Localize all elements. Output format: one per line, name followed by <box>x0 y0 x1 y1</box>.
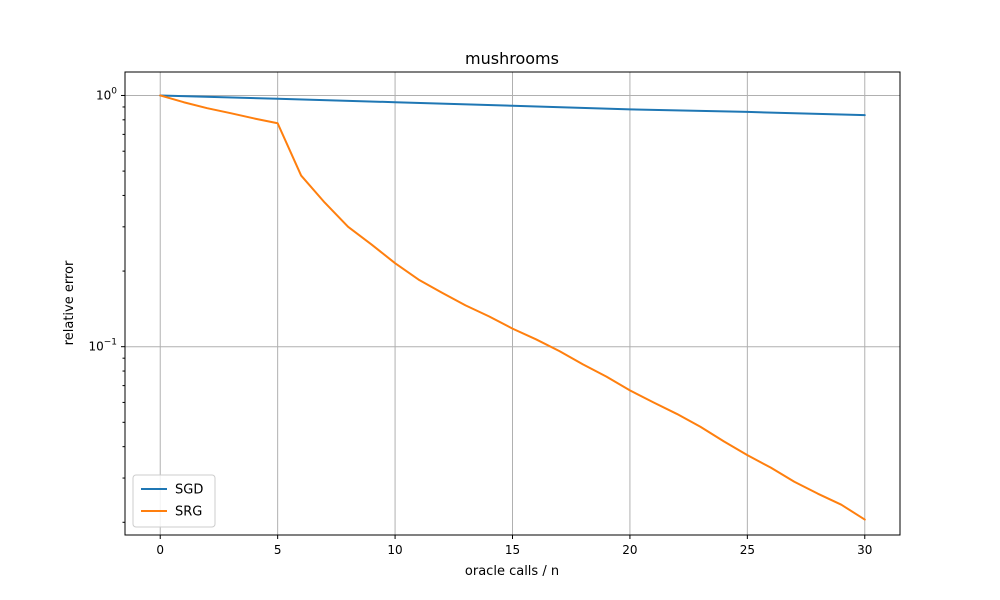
series-line-sgd <box>159 94 866 117</box>
x-tick-label: 25 <box>740 543 755 557</box>
x-tick-label: 20 <box>622 543 637 557</box>
x-tick-label: 30 <box>857 543 872 557</box>
chart-title: mushrooms <box>465 49 559 68</box>
grid <box>125 72 900 535</box>
y-tick-label: 100 <box>96 86 117 102</box>
x-tick-label: 10 <box>387 543 402 557</box>
x-tick-label: 0 <box>156 543 164 557</box>
y-tick-label: 10−1 <box>88 338 117 354</box>
y-axis-label: relative error <box>62 260 77 345</box>
x-axis-label: oracle calls / n <box>465 564 559 579</box>
legend-label-sgd: SGD <box>175 483 203 498</box>
legend: SGD SRG <box>132 474 216 528</box>
plot-series <box>159 94 866 521</box>
axis-ticks: 0 5 10 15 20 25 30 100 10−1 <box>88 86 872 557</box>
legend-label-srg: SRG <box>175 505 202 520</box>
x-tick-label: 5 <box>274 543 282 557</box>
x-tick-label: 15 <box>505 543 520 557</box>
series-line-srg <box>159 94 866 521</box>
